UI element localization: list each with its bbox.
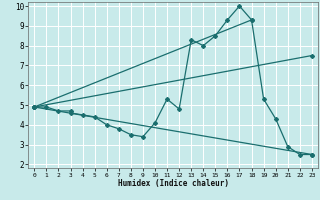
X-axis label: Humidex (Indice chaleur): Humidex (Indice chaleur) [118,179,228,188]
